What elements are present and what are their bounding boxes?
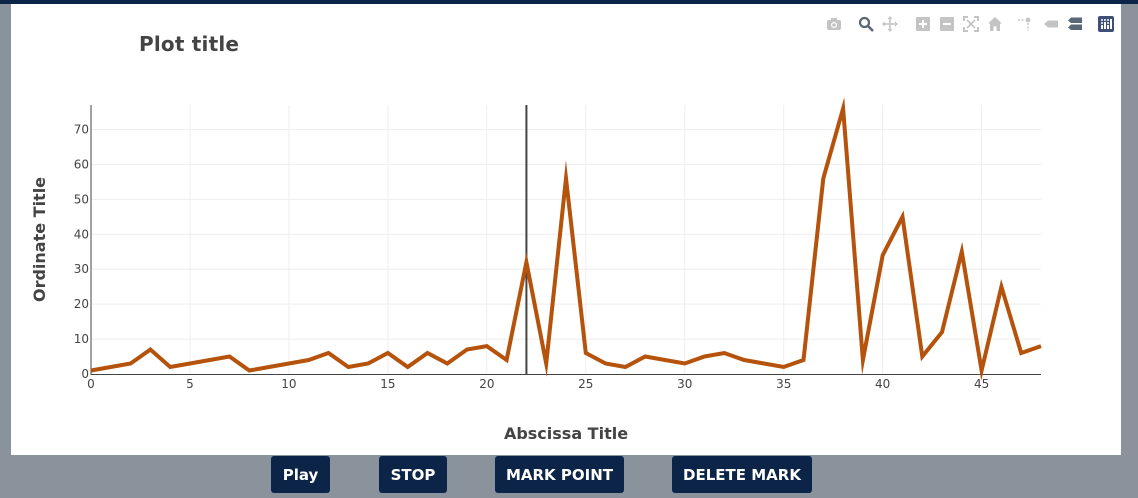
mark-point-button[interactable]: MARK POINT (495, 456, 624, 493)
delete-mark-button[interactable]: DELETE MARK (672, 456, 812, 493)
camera-icon[interactable] (824, 14, 844, 34)
y-tick-label: 40 (74, 227, 89, 241)
plot-title: Plot title (139, 32, 240, 56)
pan-icon[interactable] (880, 14, 900, 34)
y-tick-label: 30 (74, 262, 89, 276)
zoom-icon[interactable] (856, 14, 876, 34)
y-tick-label: 50 (74, 192, 89, 206)
spike-lines-icon[interactable] (1015, 14, 1035, 34)
x-tick-label: 20 (479, 377, 494, 391)
playback-controls: Play STOP MARK POINT DELETE MARK (0, 455, 1138, 498)
series-line[interactable] (90, 97, 1042, 381)
zoom-in-icon[interactable] (913, 14, 933, 34)
play-button[interactable]: Play (271, 456, 330, 493)
y-tick-label: 20 (74, 297, 89, 311)
x-tick-label: 5 (186, 377, 194, 391)
stop-button[interactable]: STOP (379, 456, 447, 493)
reset-axes-icon[interactable] (985, 14, 1005, 34)
zoom-out-icon[interactable] (937, 14, 957, 34)
hover-closest-icon[interactable] (1041, 14, 1061, 34)
x-tick-label: 10 (281, 377, 296, 391)
y-axis-title: Ordinate Title (30, 177, 49, 302)
x-tick-label: 30 (677, 377, 692, 391)
x-axis-title: Abscissa Title (504, 424, 628, 443)
x-tick-label: 0 (87, 377, 95, 391)
x-tick-label: 35 (776, 377, 791, 391)
y-tick-label: 70 (74, 122, 89, 136)
x-tick-label: 15 (380, 377, 395, 391)
hover-compare-icon[interactable] (1065, 14, 1085, 34)
x-tick-label: 25 (578, 377, 593, 391)
y-tick-label: 0 (81, 367, 89, 381)
x-tick-label: 45 (974, 377, 989, 391)
y-tick-label: 10 (74, 332, 89, 346)
plot-panel (11, 4, 1121, 455)
x-tick-label: 40 (875, 377, 890, 391)
plotly-logo-icon[interactable] (1096, 14, 1116, 34)
autoscale-icon[interactable] (961, 14, 981, 34)
y-tick-label: 60 (74, 157, 89, 171)
top-bar (0, 0, 1138, 4)
